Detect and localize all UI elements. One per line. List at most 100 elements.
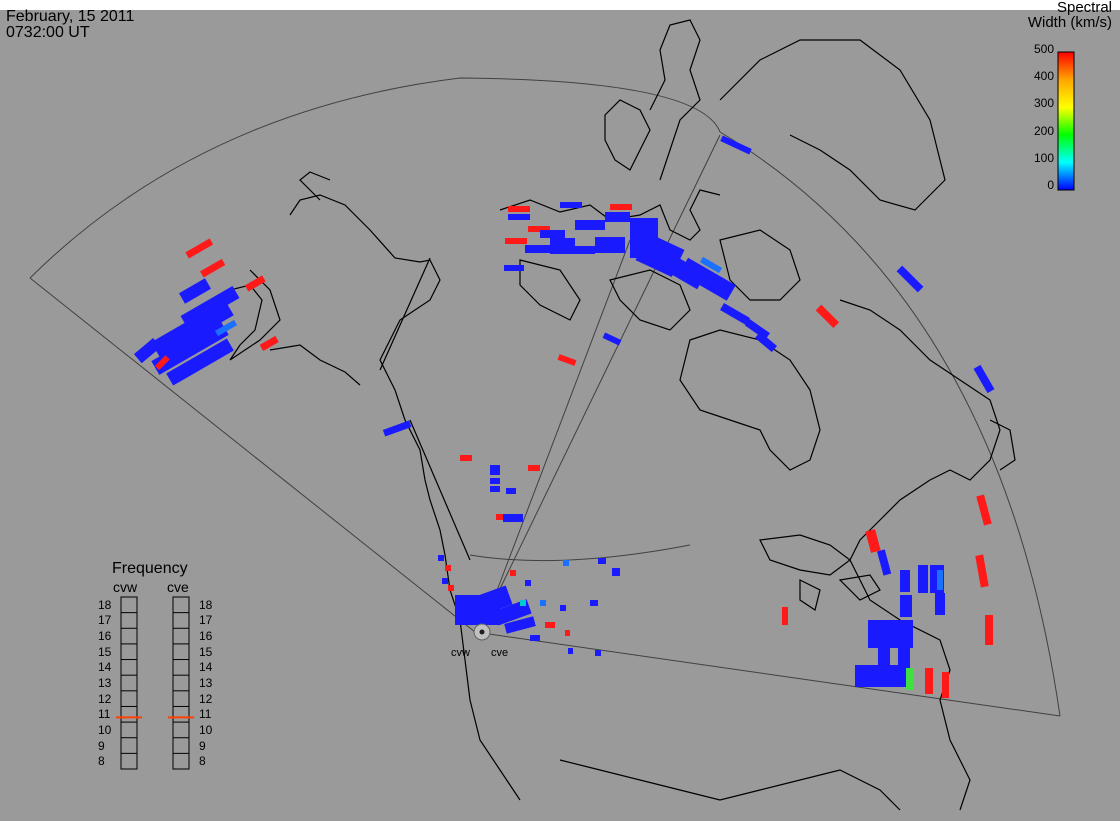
data-cell	[133, 338, 161, 364]
data-cell	[975, 554, 989, 588]
data-cell	[973, 364, 995, 394]
freq-gridlines	[121, 612, 189, 770]
data-cells-arctic	[382, 135, 995, 437]
freq-tick-label-right: 12	[199, 691, 213, 706]
fov-outline	[29, 77, 1061, 717]
frequency-title: Frequency	[112, 560, 188, 577]
data-cell	[590, 600, 598, 606]
data-cell	[720, 303, 750, 325]
colorbar-tick-label: 400	[1033, 69, 1054, 84]
freq-tick-label-left: 9	[98, 738, 105, 753]
data-cells-interior	[460, 455, 620, 606]
freq-radar-label-cve: cve	[167, 579, 189, 595]
freq-tick-label-right: 8	[199, 754, 206, 769]
data-cell	[530, 635, 540, 641]
radar-site-center-icon	[479, 629, 485, 635]
data-cell	[438, 555, 444, 561]
data-cell	[918, 565, 928, 593]
freq-tick-label-left: 18	[98, 597, 112, 612]
data-cell	[906, 668, 914, 690]
data-cell	[898, 645, 910, 667]
colorbar-tick-label: 300	[1033, 96, 1054, 111]
freq-tick-label-left: 8	[98, 754, 105, 769]
data-cell	[865, 529, 881, 553]
data-cell	[815, 304, 840, 329]
data-cell	[154, 355, 170, 371]
data-cell	[214, 319, 238, 337]
data-cell	[563, 560, 569, 566]
data-cell	[520, 600, 526, 606]
freq-tick-label-right: 10	[199, 722, 213, 737]
data-cell	[565, 630, 570, 636]
freq-tick-label-right: 14	[199, 660, 213, 675]
data-cell	[610, 204, 632, 210]
date-label: February, 15 2011	[6, 8, 135, 25]
data-cell	[612, 568, 620, 576]
data-cell	[720, 135, 752, 155]
data-cell	[445, 565, 451, 571]
data-cell	[877, 549, 892, 576]
freq-tick-label-right: 16	[199, 629, 213, 644]
freq-tick-label-right: 11	[199, 707, 212, 722]
freq-bar-cvw	[120, 596, 138, 770]
data-cell	[442, 578, 448, 584]
data-cells-near-radar	[438, 555, 601, 656]
data-cell	[570, 246, 595, 254]
data-cell	[525, 580, 531, 586]
data-cell	[504, 616, 536, 634]
data-cell	[540, 600, 546, 606]
data-cell	[508, 206, 530, 212]
colorbar-title-line1: Spectral	[1056, 0, 1112, 16]
data-cell	[490, 486, 500, 492]
data-cell	[942, 672, 949, 698]
data-cell	[937, 570, 943, 590]
data-cell	[151, 321, 229, 375]
data-cell	[259, 335, 279, 351]
data-cell	[510, 570, 516, 576]
data-cell	[382, 420, 412, 437]
data-cell	[575, 220, 605, 230]
freq-tick-label-left: 12	[98, 691, 112, 706]
data-cell	[900, 570, 910, 592]
data-cell	[179, 278, 211, 304]
plot-title: February, 15 2011 0732:00 UT	[6, 9, 134, 41]
data-cell	[525, 245, 550, 253]
data-cell	[755, 331, 777, 353]
data-cell	[560, 202, 582, 208]
freq-tick-label-right: 9	[199, 738, 206, 753]
data-cell	[855, 665, 910, 687]
data-cell	[878, 645, 890, 667]
data-cell	[550, 238, 575, 254]
freq-tick-label-left: 14	[98, 660, 112, 675]
data-cell	[200, 258, 226, 278]
colorbar-tick-label: 100	[1033, 150, 1054, 165]
data-cell	[508, 214, 530, 220]
data-cell	[460, 455, 472, 461]
data-cell	[496, 514, 506, 520]
top-strip	[0, 0, 1120, 10]
freq-tick-label-right: 18	[199, 597, 213, 612]
colorbar-tick-label: 500	[1033, 42, 1054, 56]
data-cell	[935, 593, 945, 615]
data-cells-east	[782, 494, 993, 698]
freq-tick-label-left: 13	[98, 676, 112, 690]
data-cell	[505, 238, 527, 244]
data-cell	[244, 275, 266, 292]
colorbar-title: Spectral Width (km/s)	[1028, 0, 1112, 30]
data-cell	[185, 238, 214, 259]
freq-tick-label-left: 17	[98, 613, 112, 628]
data-cell	[528, 226, 550, 232]
data-cell	[503, 514, 523, 522]
data-cell	[699, 256, 723, 274]
data-cells-alaska	[133, 238, 279, 386]
data-cell	[557, 354, 577, 366]
data-cell	[925, 668, 933, 694]
coastlines	[199, 19, 1016, 811]
colorbar-tick-label: 0	[1047, 178, 1054, 192]
freq-tick-label-right: 15	[199, 644, 213, 659]
data-cell	[744, 318, 770, 340]
data-cell	[985, 615, 993, 645]
freq-tick-label-left: 11	[98, 707, 111, 722]
colorbar-tick-label: 200	[1033, 123, 1054, 138]
